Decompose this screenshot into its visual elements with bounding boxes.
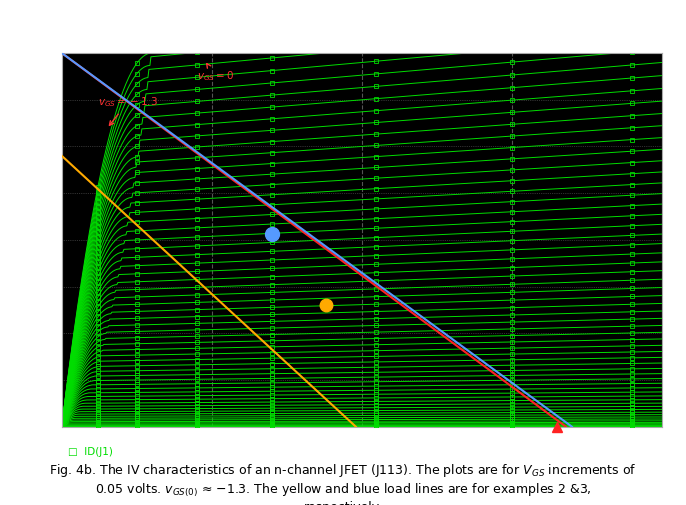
- Text: V_DS: V_DS: [346, 453, 378, 466]
- Text: Fig. 4b. The IV characteristics of an n-channel JFET (J113). The plots are for $: Fig. 4b. The IV characteristics of an n-…: [49, 462, 637, 505]
- Text: $v_{GS} = 0$: $v_{GS} = 0$: [197, 64, 234, 83]
- Text: □  ID(J1): □ ID(J1): [68, 447, 113, 458]
- Text: $v_{GS} = -1.3$: $v_{GS} = -1.3$: [97, 95, 158, 125]
